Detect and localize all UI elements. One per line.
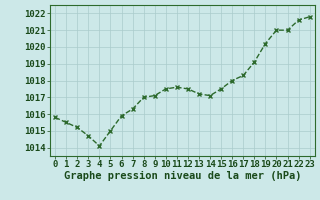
X-axis label: Graphe pression niveau de la mer (hPa): Graphe pression niveau de la mer (hPa) [64, 171, 301, 181]
